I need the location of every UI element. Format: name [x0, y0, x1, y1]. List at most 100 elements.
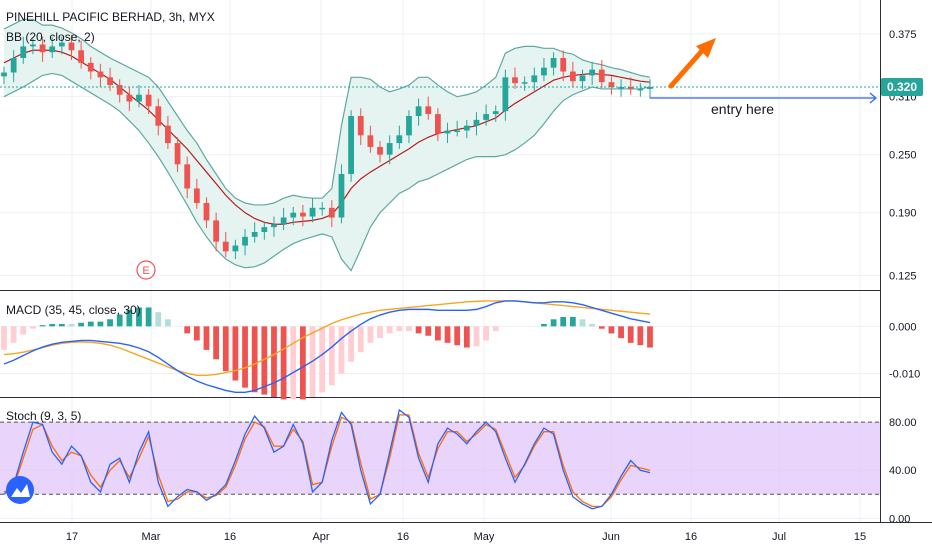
candle-body — [184, 164, 191, 189]
last-price-badge-box — [881, 78, 923, 96]
stoch-d-line — [3, 414, 651, 507]
candle-body — [20, 46, 27, 58]
candle-body — [39, 44, 46, 53]
candle-body — [444, 130, 451, 134]
price-axis-ticks: 0.3750.3100.2500.1900.1250.000-0.01080.0… — [889, 29, 920, 526]
entry-arrow — [650, 92, 877, 104]
candle-body — [579, 75, 586, 82]
time-axis-label: 17 — [66, 531, 78, 543]
stoch-band-fill — [0, 422, 880, 495]
event-marker[interactable]: E — [136, 260, 156, 280]
candle-body — [512, 77, 518, 84]
tradingview-logo-circle[interactable] — [6, 476, 34, 504]
stoch-legend: Stoch (9, 3, 5) — [6, 409, 81, 423]
time-axis-label: 15 — [854, 531, 866, 543]
macd-pane: MACD (35, 45, close, 30) — [0, 300, 880, 400]
time-axis-label: Mar — [142, 531, 161, 543]
candle-body — [406, 116, 412, 136]
last-price-badge: 0.320 — [881, 78, 923, 96]
tradingview-logo-mark — [11, 484, 30, 497]
candle-body — [107, 77, 113, 86]
candle-body — [425, 106, 432, 115]
candle-body — [531, 75, 538, 83]
price-axis-label: 0.375 — [889, 29, 917, 41]
candle-body — [377, 146, 383, 155]
time-axis-ticks: 17 Mar 16 Apr 16 May Jun 16 Jul 15 — [66, 531, 866, 543]
price-pane: entry here E PINEHILL PACIFIC BERHAD, 3h… — [0, 10, 880, 280]
candle-body — [415, 106, 422, 116]
bollinger-legend: BB (20, close, 2) — [6, 30, 95, 44]
price-axis[interactable]: 0.3750.3100.2500.1900.1250.000-0.01080.0… — [880, 0, 924, 526]
candle-body — [68, 42, 75, 51]
stoch-axis-label: 80.00 — [889, 417, 917, 429]
candle-body — [367, 135, 374, 147]
candle-body — [300, 212, 306, 217]
candle-body — [550, 58, 557, 68]
candle-body — [174, 143, 181, 165]
candle-body — [193, 188, 200, 203]
candle-body — [598, 69, 605, 83]
tradingview-logo[interactable] — [6, 476, 34, 504]
time-axis-label: Jun — [602, 531, 620, 543]
candle-body — [328, 207, 335, 218]
candle-body — [589, 69, 596, 76]
candle-body — [203, 203, 210, 221]
stoch-axis-label: 40.00 — [889, 465, 917, 477]
candle-body — [357, 116, 364, 136]
candle-body — [87, 62, 94, 72]
candle-body — [242, 236, 248, 246]
candle-body — [541, 67, 547, 76]
candle-body — [30, 44, 36, 47]
candle-body — [261, 227, 268, 232]
candle-body — [608, 82, 615, 87]
event-marker-circle[interactable] — [136, 260, 156, 280]
macd-axis-label: -0.010 — [889, 368, 920, 380]
time-axis-label: Apr — [312, 531, 329, 543]
candle-body — [521, 82, 528, 84]
bollinger-lower-line — [3, 72, 651, 272]
time-axis-label: Jul — [772, 531, 786, 543]
candle-body — [222, 241, 229, 252]
chart-title: PINEHILL PACIFIC BERHAD, 3h, MYX — [6, 10, 215, 24]
candle-body — [434, 114, 441, 134]
candle-body — [97, 71, 104, 78]
stoch-pane: Stoch (9, 3, 5) — [0, 408, 880, 519]
candle-body — [58, 42, 65, 47]
candle-body — [348, 116, 354, 174]
candle-body — [386, 143, 393, 155]
candle-body — [502, 77, 509, 112]
candle-body — [647, 87, 653, 89]
time-axis-label: 16 — [224, 531, 236, 543]
candle-body — [618, 87, 624, 89]
candle-body — [309, 207, 316, 217]
candle-body — [126, 94, 133, 102]
stoch-k-line — [3, 408, 651, 510]
candle-body — [627, 87, 634, 89]
candle-body — [213, 220, 220, 242]
candle-body — [569, 71, 576, 82]
candle-body — [271, 224, 277, 228]
candle-body — [473, 119, 480, 126]
time-axis[interactable]: 17 Mar 16 Apr 16 May Jun 16 Jul 15 — [0, 522, 932, 544]
price-axis-label: 0.190 — [889, 208, 917, 220]
macd-axis-label: 0.000 — [889, 321, 917, 333]
candle-body — [78, 50, 85, 63]
candle-body — [396, 135, 403, 144]
macd-legend: MACD (35, 45, close, 30) — [6, 303, 141, 317]
candle-body — [560, 58, 567, 72]
candle-body — [155, 106, 162, 126]
up-arrow — [668, 38, 716, 89]
bollinger-upper-line — [3, 18, 651, 206]
time-axis-label: 16 — [397, 531, 409, 543]
price-axis-label: 0.125 — [889, 271, 917, 283]
candle-body — [165, 125, 171, 144]
candle-body — [637, 88, 644, 91]
candle-body — [338, 174, 345, 218]
macd-histogram — [1, 307, 653, 400]
macd-signal-line — [3, 300, 651, 377]
candle-body — [136, 94, 142, 102]
last-price-badge-label: 0.320 — [887, 80, 917, 94]
candle-body — [454, 130, 461, 132]
stoch-axis-label: 0.00 — [889, 513, 910, 525]
